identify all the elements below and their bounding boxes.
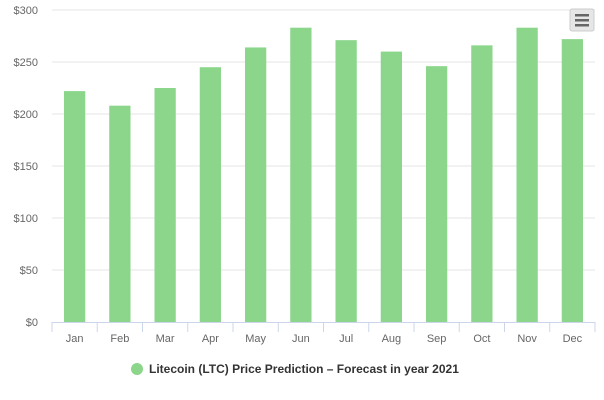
bar-mar[interactable] — [154, 88, 176, 322]
legend-label[interactable]: Litecoin (LTC) Price Prediction – Foreca… — [149, 362, 459, 376]
legend-marker[interactable] — [131, 363, 143, 375]
bars — [63, 27, 584, 323]
y-tick-label: $150 — [14, 161, 38, 173]
bar-feb[interactable] — [109, 105, 131, 323]
x-tick-label: Dec — [563, 333, 583, 345]
x-tick-label: Feb — [110, 333, 129, 345]
bar-jun[interactable] — [290, 27, 312, 323]
y-tick-label: $0 — [26, 317, 38, 329]
bar-jul[interactable] — [335, 40, 357, 322]
x-tick-label: Jul — [339, 333, 353, 345]
chart-menu-button[interactable] — [569, 8, 595, 32]
x-tick-label: Apr — [202, 333, 219, 345]
bar-jan[interactable] — [63, 91, 86, 323]
bar-dec[interactable] — [561, 39, 584, 323]
x-tick-label: May — [245, 333, 266, 345]
x-tick-label: Oct — [473, 333, 490, 345]
hamburger-menu-icon — [575, 14, 589, 27]
legend[interactable]: Litecoin (LTC) Price Prediction – Foreca… — [131, 362, 459, 376]
y-tick-label: $100 — [14, 213, 38, 225]
grid — [52, 9, 595, 271]
x-tick-label: Mar — [156, 333, 175, 345]
y-tick-label: $300 — [14, 5, 38, 17]
bar-apr[interactable] — [199, 67, 222, 322]
y-tick-label: $50 — [20, 265, 38, 277]
x-tick-label: Aug — [382, 333, 402, 345]
x-axis — [51, 322, 596, 332]
y-axis: $0 $50 $100 $150 $200 $250 $300 — [14, 5, 38, 329]
bar-nov[interactable] — [516, 27, 538, 323]
y-tick-label: $250 — [14, 57, 38, 69]
x-axis-labels: Jan Feb Mar Apr May Jun Jul Aug Sep Oct Nov Dec — [66, 333, 583, 345]
x-tick-label: Sep — [427, 333, 447, 345]
bar-may[interactable] — [244, 47, 267, 322]
bar-aug[interactable] — [380, 51, 403, 322]
x-tick-label: Nov — [517, 333, 537, 345]
y-tick-label: $200 — [14, 109, 38, 121]
bar-oct[interactable] — [471, 45, 493, 323]
bar-sep[interactable] — [425, 66, 448, 322]
x-tick-label: Jun — [292, 333, 310, 345]
x-tick-label: Jan — [66, 333, 84, 345]
